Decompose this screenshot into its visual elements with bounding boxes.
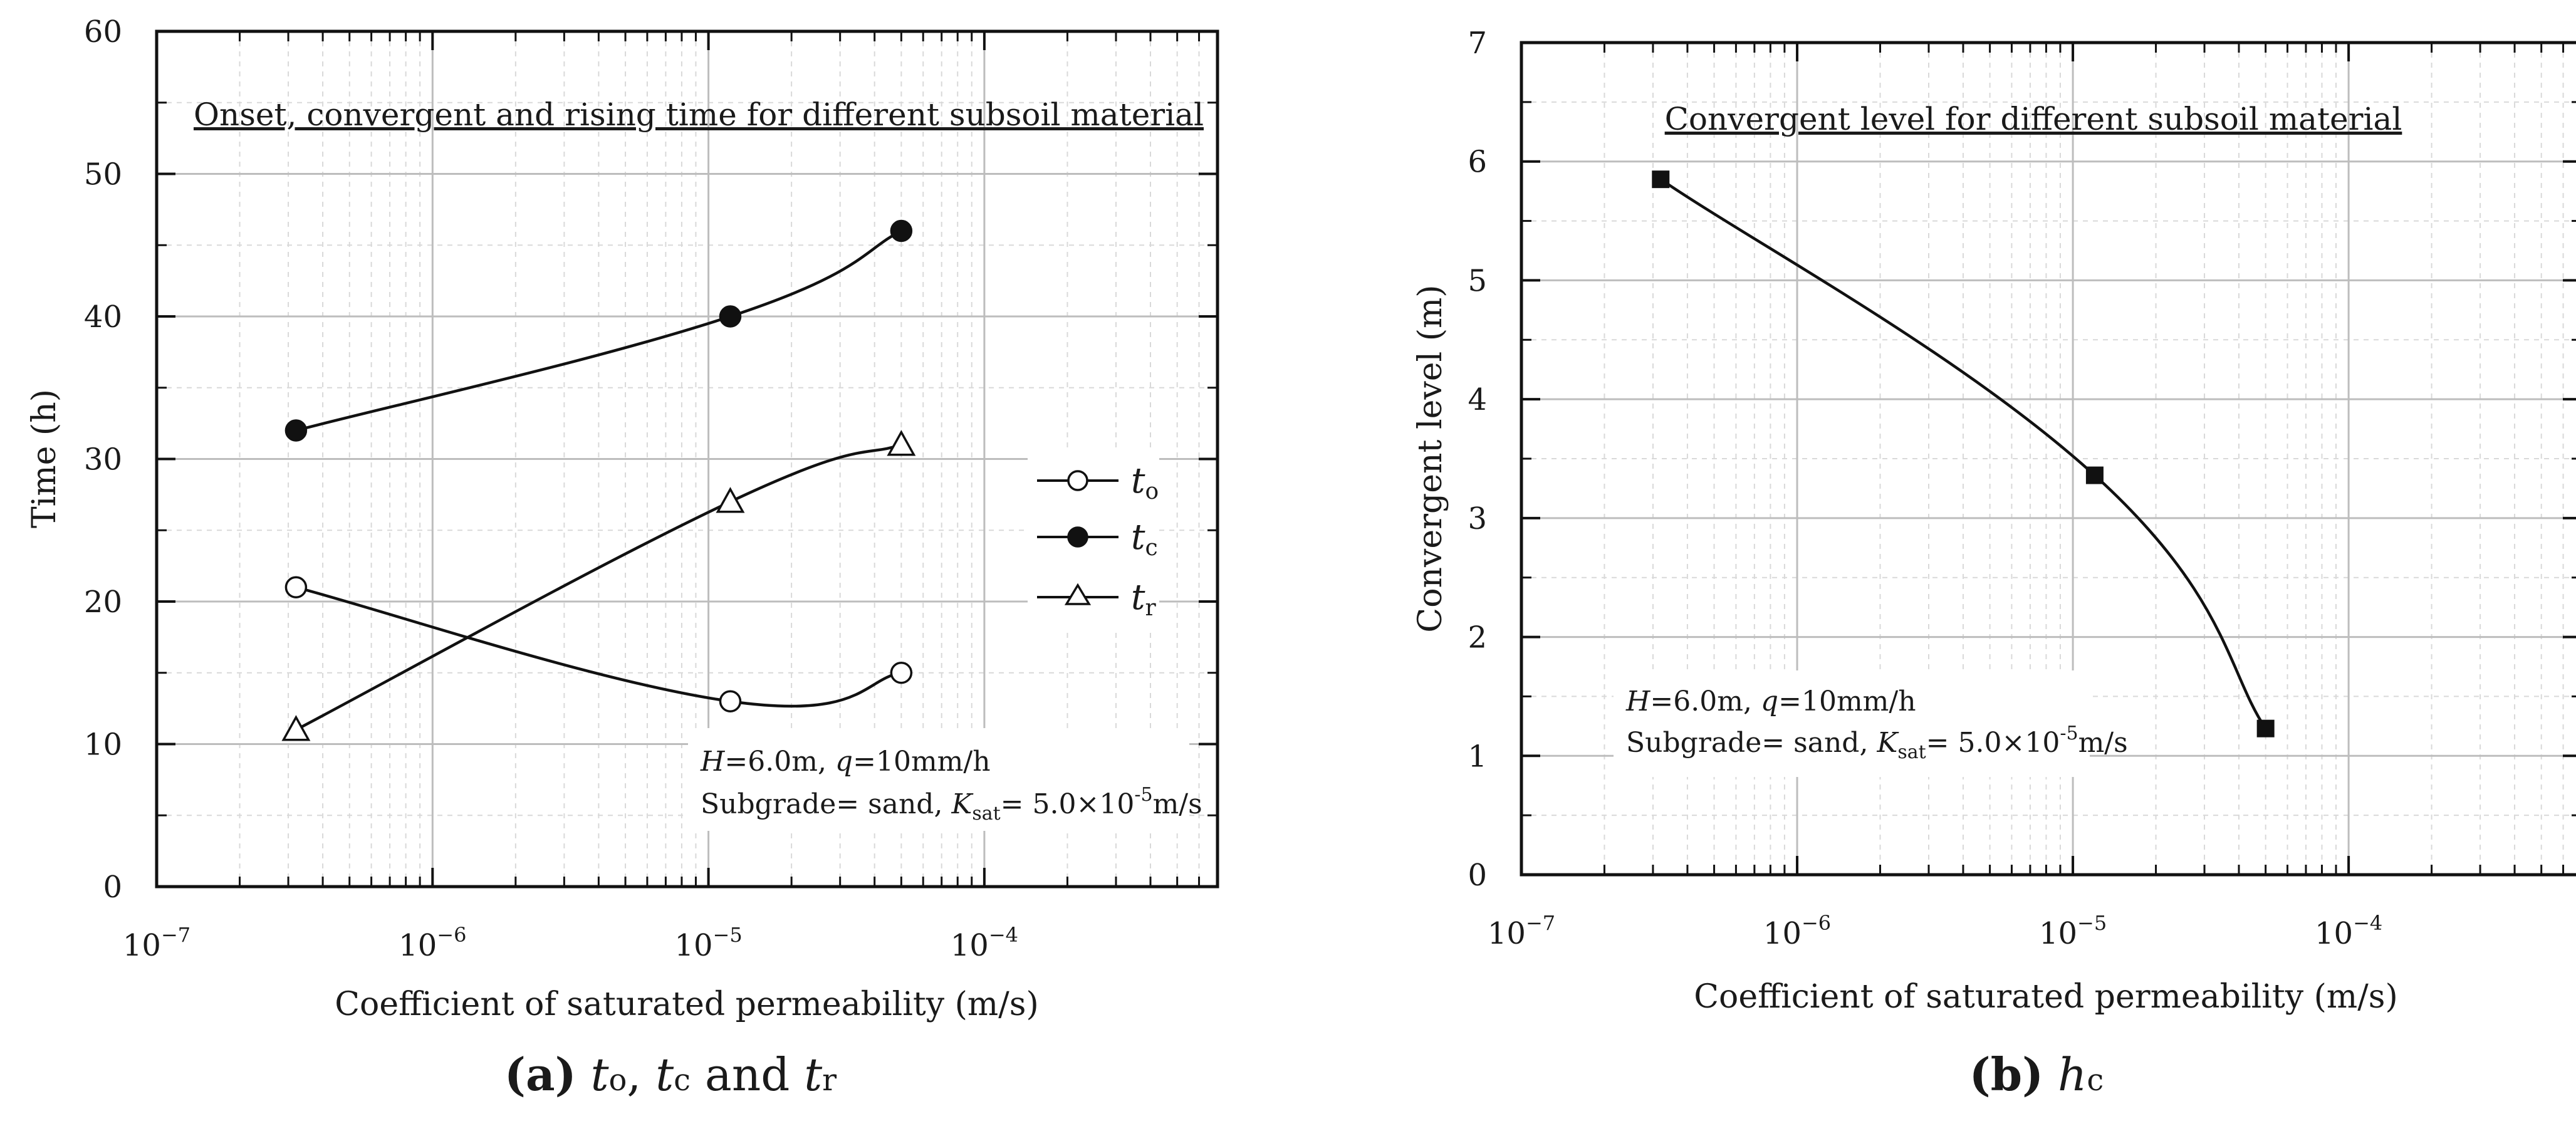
legend-marker-to [1067, 470, 1088, 491]
y-tick-label: 1 [1468, 739, 1487, 774]
panel-b-x-axis-label: Coefficient of saturated permeability (m… [1694, 978, 2397, 1016]
panel-a-y-axis-label: Time (h) [26, 389, 63, 528]
data-point-hc-0 [1652, 170, 1670, 189]
series-line-to [295, 586, 902, 708]
data-point-tr-0 [281, 715, 311, 741]
panel-a-x-axis-label: Coefficient of saturated permeability (m… [335, 986, 1038, 1023]
panel-b: Convergent level for different subsoil m… [1412, 26, 2576, 1101]
panel-a: Onset, convergent and rising time for di… [26, 14, 1219, 1101]
legend-marker-tc [1067, 526, 1088, 548]
legend-marker-tr [1064, 583, 1092, 605]
y-tick-label: 6 [1468, 145, 1487, 180]
x-tick-label: 10−7 [123, 923, 190, 963]
panel-b-plot-frame [1520, 41, 2576, 877]
data-point-to-2 [890, 662, 913, 684]
y-tick-label: 60 [84, 14, 122, 50]
data-point-tc-1 [719, 305, 742, 328]
y-tick-label: 0 [103, 870, 122, 905]
y-tick-label: 0 [1468, 858, 1487, 893]
data-point-tr-1 [716, 487, 745, 513]
legend-label-tr: tr [1131, 577, 1157, 621]
panel-a-annotation: H=6.0m, q=10mm/h Subgrade= sand, Ksat= 5… [688, 728, 1202, 831]
x-tick-label: 10−4 [951, 923, 1018, 963]
panel-b-x-tick-labels: 10−7 10−6 10−5 10−4 [1488, 911, 2382, 951]
data-point-to-1 [719, 690, 742, 712]
panel-b-series [1652, 170, 2275, 737]
panel-b-major-gridlines [1521, 43, 2576, 875]
legend-entry-tr: tr [1037, 577, 1157, 621]
y-tick-label: 4 [1468, 382, 1487, 417]
data-point-to-0 [284, 576, 308, 598]
panel-b-caption: (b) hc [1969, 1048, 2104, 1101]
panel-b-annotation-line1: H=6.0m, q=10mm/h [1625, 685, 1916, 717]
panel-b-title: Convergent level for different subsoil m… [1665, 101, 2402, 137]
panel-b-annotation: H=6.0m, q=10mm/h Subgrade= sand, Ksat= 5… [1614, 670, 2128, 777]
data-point-tr-2 [887, 430, 916, 456]
panel-a-ticks [155, 30, 1218, 888]
panel-a-annotation-line2: Subgrade= sand, Ksat= 5.0×10-5m/s [701, 784, 1202, 825]
panel-a-plot-frame [155, 29, 1219, 889]
series-line-tc [295, 229, 902, 432]
y-tick-label: 50 [84, 157, 122, 192]
panel-a-caption: (a) to, tc and tr [504, 1048, 837, 1101]
panel-b-annotation-bg [1614, 670, 2090, 777]
x-tick-label: 10−5 [2039, 911, 2107, 951]
panel-a-x-tick-labels: 10−7 10−6 10−5 10−4 [123, 923, 1018, 963]
legend-label-tc: tc [1131, 517, 1158, 561]
series-line-tr [295, 443, 902, 731]
panel-a-series [281, 219, 916, 741]
panel-a-y-tick-labels: 0 10 20 30 40 50 60 [84, 14, 122, 905]
data-point-tc-0 [284, 419, 308, 442]
x-tick-label: 10−6 [1763, 911, 1831, 951]
panel-b-y-tick-labels: 0 1 2 3 4 5 6 7 [1468, 26, 1487, 893]
y-tick-label: 40 [84, 300, 122, 335]
legend-entry-tc: tc [1037, 517, 1158, 561]
x-tick-label: 10−5 [674, 923, 742, 963]
y-tick-label: 5 [1468, 263, 1487, 298]
data-point-hc-2 [2256, 719, 2275, 737]
y-tick-label: 3 [1468, 501, 1487, 536]
legend-entry-to: to [1037, 461, 1159, 504]
x-tick-label: 10−4 [2315, 911, 2382, 951]
panel-a-legend: to tc tr [1028, 452, 1159, 628]
y-tick-label: 2 [1468, 620, 1487, 655]
panel-b-y-axis-label: Convergent level (m) [1412, 284, 1449, 632]
data-point-hc-1 [2085, 466, 2104, 484]
y-tick-label: 20 [84, 585, 122, 620]
x-tick-label: 10−6 [399, 923, 466, 963]
y-tick-label: 10 [84, 727, 122, 763]
legend-label-to: to [1131, 461, 1159, 504]
y-tick-label: 30 [84, 442, 122, 477]
data-point-tc-2 [890, 219, 913, 242]
series-line-hc [1660, 178, 2267, 729]
panel-b-annotation-line2: Subgrade= sand, Ksat= 5.0×10-5m/s [1626, 722, 2128, 763]
x-tick-label: 10−7 [1488, 911, 1555, 951]
panel-a-annotation-bg [688, 728, 1189, 831]
y-tick-label: 7 [1468, 26, 1487, 61]
panel-a-annotation-line1: H=6.0m, q=10mm/h [700, 746, 991, 778]
panel-a-title: Onset, convergent and rising time for di… [194, 96, 1204, 133]
